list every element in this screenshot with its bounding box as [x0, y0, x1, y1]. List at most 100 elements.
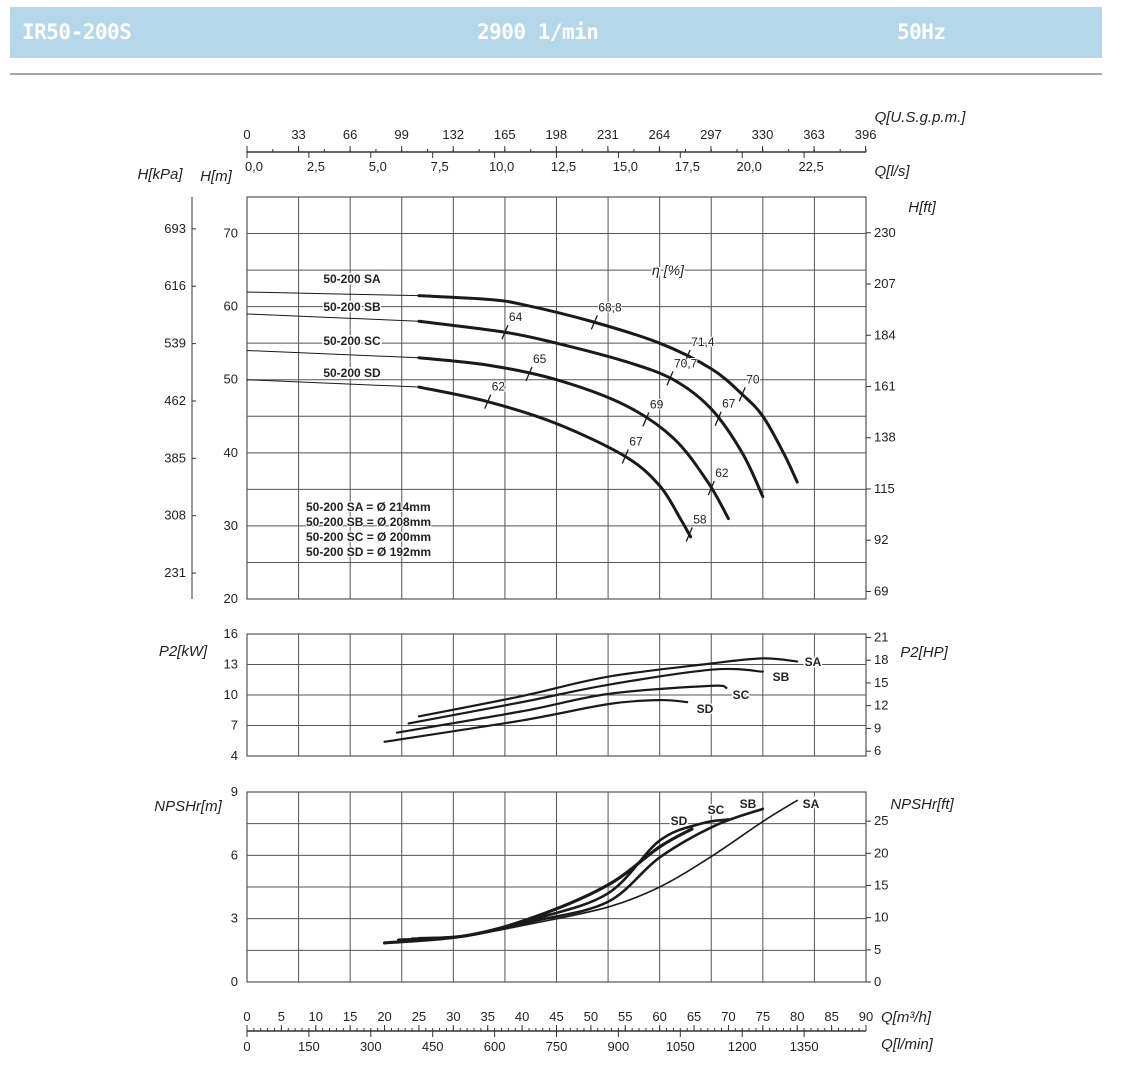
kpa-tick: 462: [164, 393, 186, 408]
diameter-legend-item: 50-200 SA = Ø 214mm: [306, 500, 431, 514]
gpm-tick: 132: [442, 127, 464, 142]
efficiency-label: 62: [492, 380, 506, 394]
gpm-tick: 99: [394, 127, 408, 142]
hp-tick: 12: [874, 698, 888, 713]
npsh-curve-label: SC: [708, 803, 725, 817]
ft-tick: 69: [874, 583, 888, 598]
m3h-tick: 25: [412, 1009, 426, 1024]
npsh-curve-sd: [382, 827, 694, 945]
npsh-curve-sb: [410, 807, 765, 941]
h-m-tick: 70: [224, 226, 238, 241]
efficiency-tick: [501, 324, 509, 340]
m3h-tick: 80: [790, 1009, 804, 1024]
efficiency-label: 64: [509, 310, 523, 324]
m3h-axis-title: Q[m³/h]: [881, 1009, 932, 1026]
m3h-tick: 75: [756, 1009, 770, 1024]
efficiency-tick: [642, 412, 650, 427]
efficiency-label: 67: [629, 434, 643, 448]
h-m-tick: 20: [224, 591, 238, 606]
m3h-tick: 10: [309, 1009, 323, 1024]
frequency-label: 50Hz: [897, 20, 946, 44]
efficiency-tick: [707, 480, 715, 496]
ls-tick: 15,0: [613, 159, 638, 174]
head-curve-label: 50-200 SA: [323, 272, 381, 286]
h-m-tick: 40: [224, 445, 238, 460]
kpa-tick: 539: [164, 336, 186, 351]
efficiency-tick: [738, 387, 746, 402]
ls-tick: 5,0: [369, 159, 387, 174]
power-curve-label: SC: [733, 688, 750, 702]
lmin-tick: 300: [360, 1039, 382, 1054]
head-curve-thin-1: [246, 313, 420, 322]
head-curve-label: 50-200 SD: [323, 366, 381, 380]
m3h-tick: 45: [549, 1009, 563, 1024]
efficiency-label: 65: [533, 352, 547, 366]
lmin-tick: 750: [546, 1039, 568, 1054]
m3h-tick: 30: [446, 1009, 460, 1024]
head-curve-sc: [417, 356, 730, 521]
diameter-legend-item: 50-200 SC = Ø 200mm: [306, 530, 431, 544]
head-curve-label: 50-200 SC: [323, 334, 381, 348]
ls-tick: 12,5: [551, 159, 576, 174]
npsh-m-tick: 9: [231, 784, 238, 799]
efficiency-label: 71,4: [691, 335, 715, 349]
diameter-legend-item: 50-200 SD = Ø 192mm: [306, 545, 431, 559]
gpm-axis-title: Q[U.S.g.p.m.]: [875, 109, 967, 126]
m3h-tick: 40: [515, 1009, 529, 1024]
diameter-legend-item: 50-200 SB = Ø 208mm: [306, 515, 431, 529]
power-curve-sa: [417, 657, 799, 718]
efficiency-label: 67: [722, 397, 736, 411]
ft-tick: 207: [874, 276, 896, 291]
h-m-tick: 50: [224, 372, 238, 387]
ls-tick: 10,0: [489, 159, 514, 174]
kpa-tick: 308: [164, 508, 186, 523]
efficiency-tick: [685, 527, 693, 542]
ls-tick: 2,5: [307, 159, 325, 174]
power-curve-label: SB: [773, 670, 790, 684]
header-divider: [10, 73, 1102, 75]
efficiency-tick: [525, 366, 533, 382]
npsh-ft-tick: 10: [874, 910, 888, 925]
header-bar: IR50-200S 2900 1/min 50Hz: [10, 7, 1102, 58]
kpa-tick: 385: [164, 450, 186, 465]
m3h-tick: 90: [859, 1009, 873, 1024]
efficiency-axis-label: η [%]: [652, 262, 685, 278]
model-title: IR50-200S: [22, 20, 132, 44]
gpm-tick: 33: [291, 127, 305, 142]
npsh-ft-tick: 5: [874, 942, 881, 957]
kpa-tick: 231: [164, 565, 186, 580]
gpm-tick: 0: [243, 127, 250, 142]
lmin-tick: 450: [422, 1039, 444, 1054]
ls-tick: 0,0: [245, 159, 263, 174]
power-curve-sc: [395, 684, 728, 734]
m3h-tick: 70: [721, 1009, 735, 1024]
npsh-curve-label: SB: [740, 797, 757, 811]
npsh-ft-tick: 25: [874, 813, 888, 828]
efficiency-tick: [590, 315, 598, 330]
m3h-tick: 55: [618, 1009, 632, 1024]
ft-tick: 184: [874, 327, 896, 342]
kw-tick: 4: [231, 748, 238, 763]
gpm-tick: 396: [855, 127, 877, 142]
power-curve-label: SD: [697, 702, 714, 716]
gpm-tick: 363: [803, 127, 825, 142]
efficiency-tick: [683, 349, 691, 365]
hp-title: P2[HP]: [900, 644, 948, 661]
gpm-tick: 330: [752, 127, 774, 142]
lmin-tick: 600: [484, 1039, 506, 1054]
efficiency-tick: [484, 394, 492, 409]
h-m-title: H[m]: [200, 168, 232, 185]
power-curve-sd: [383, 698, 689, 743]
kpa-tick: 693: [164, 221, 186, 236]
power-curve-label: SA: [805, 655, 822, 669]
ls-tick: 17,5: [675, 159, 700, 174]
m3h-tick: 0: [243, 1009, 250, 1024]
kpa-tick: 616: [164, 278, 186, 293]
kw-title: P2[kW]: [159, 643, 208, 660]
efficiency-tick: [666, 371, 674, 386]
kw-tick: 7: [231, 718, 238, 733]
lmin-tick: 150: [298, 1039, 320, 1054]
hp-tick: 6: [874, 743, 881, 758]
m3h-tick: 50: [584, 1009, 598, 1024]
